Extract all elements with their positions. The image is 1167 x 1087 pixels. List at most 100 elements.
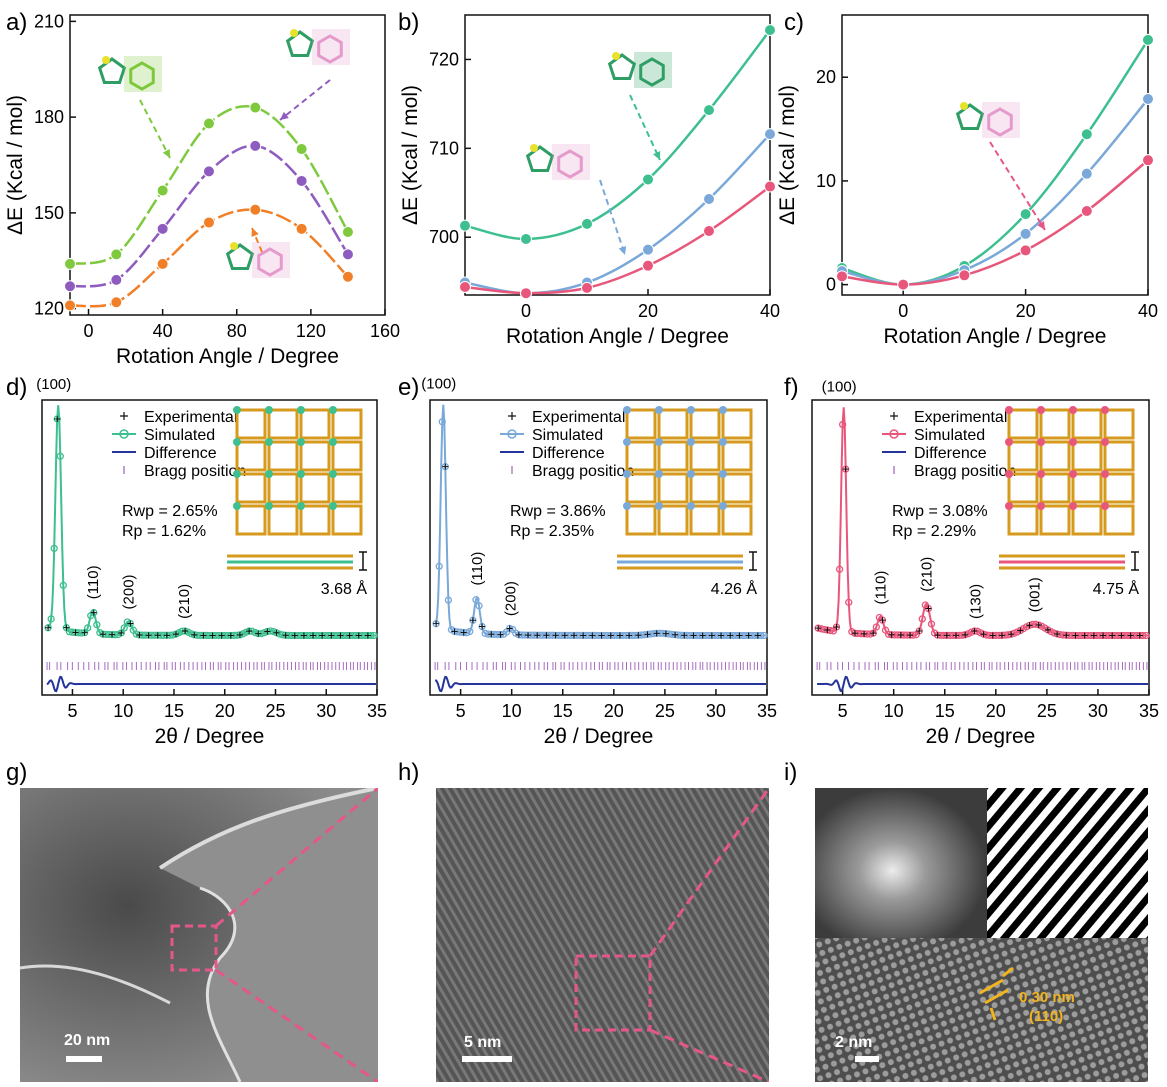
arrow-shaft [599, 179, 626, 256]
framework-node [1005, 470, 1013, 478]
legend-entry: Bragg position [914, 463, 1016, 480]
molecule-ring [607, 53, 637, 81]
arrow-shaft [629, 94, 661, 161]
framework-node [719, 502, 727, 510]
highlight-plane [312, 29, 350, 65]
highlight-plane [124, 56, 162, 92]
data-point [64, 299, 76, 312]
data-point [249, 203, 262, 216]
experimental-point [191, 631, 198, 638]
x-axis-label: 2θ / Degree [155, 725, 265, 748]
peak-label: (200) [120, 574, 137, 609]
framework-pore [1039, 472, 1071, 504]
data-point [642, 243, 654, 256]
data-point [836, 270, 848, 283]
simulated-marker [472, 596, 480, 604]
experimental-point [442, 463, 449, 470]
y-tick-label: 10 [816, 171, 836, 191]
experimental-point [1063, 632, 1070, 639]
x-tick-label: 0 [521, 301, 531, 321]
plot-frame [464, 14, 771, 296]
molecule-c1 [955, 102, 1020, 138]
experimental-point [925, 605, 932, 612]
legend-entry: Bragg position [532, 463, 634, 480]
experimental-point [346, 632, 353, 639]
data-point [642, 173, 654, 186]
x-tick-label: 30 [316, 701, 336, 721]
structure-inset [999, 406, 1139, 571]
data-point [703, 193, 715, 205]
experimental-point [319, 632, 326, 639]
simulated-marker [918, 615, 926, 623]
molecule-ring [317, 34, 343, 64]
experimental-point [182, 628, 189, 635]
x-tick-label: 5 [456, 701, 466, 721]
x-tick-label: 20 [638, 301, 658, 321]
experimental-point [173, 631, 179, 638]
simulated-marker [50, 544, 58, 553]
experimental-point [897, 632, 904, 639]
data-point [156, 222, 169, 235]
y-tick-label: 210 [34, 11, 64, 31]
experimental-point [264, 628, 271, 635]
x-tick-label: 0 [84, 321, 94, 341]
legend-entry: Simulated [144, 427, 215, 444]
highlight-plane [634, 52, 672, 88]
experimental-point [653, 630, 660, 637]
experimental-point [460, 629, 467, 636]
experimental-point [833, 623, 840, 630]
experimental-point [1136, 632, 1143, 639]
x-tick-label: 35 [757, 701, 777, 721]
framework-node [719, 470, 727, 478]
simulated-marker [835, 565, 844, 573]
experimental-point [45, 624, 52, 631]
legend-entry: Difference [144, 445, 217, 462]
simulated-marker [475, 602, 483, 610]
experimental-point [469, 617, 476, 624]
tem-image-h: 5 nm [436, 788, 769, 1082]
experimental-point [534, 632, 541, 639]
plot-frame [811, 399, 1150, 696]
framework-node [1069, 438, 1077, 446]
data-point [764, 24, 776, 37]
interlayer-bar [749, 551, 757, 571]
framework-pore [721, 472, 753, 504]
legend-entry: Bragg position [144, 463, 246, 480]
data-point [1142, 93, 1154, 105]
arrow-head [653, 151, 661, 160]
series-line-pink [464, 185, 771, 295]
simulated-marker [760, 631, 768, 640]
data-point [1080, 167, 1093, 180]
data-point [341, 226, 354, 239]
x-tick-label: 35 [1139, 701, 1159, 721]
experimental-point [616, 632, 623, 639]
framework-pore [331, 472, 363, 504]
framework-node [265, 438, 273, 446]
series-line-blue [464, 133, 771, 295]
data-point [295, 222, 308, 235]
experimental-point [163, 632, 170, 639]
x-tick-label: 40 [153, 321, 173, 341]
experimental-point [291, 632, 298, 639]
molecule-a2 [285, 29, 350, 65]
y-tick-label: 150 [34, 203, 64, 223]
simulated-marker [845, 598, 853, 606]
molecule-ring [525, 145, 555, 173]
experimental-point [525, 632, 532, 639]
data-point [703, 104, 715, 117]
experimental-point [273, 629, 280, 636]
panel-label-d: d) [6, 374, 27, 401]
framework-pore [1103, 472, 1135, 504]
experimental-point [497, 631, 504, 638]
experimental-point [989, 632, 996, 639]
x-tick-label: 5 [838, 701, 848, 721]
framework-pore [625, 504, 657, 536]
peak-label: (110) [469, 552, 486, 586]
molecule-ring [129, 61, 155, 91]
data-point [110, 248, 123, 261]
framework-node [297, 406, 305, 414]
arrow-a2 [279, 79, 331, 121]
x-axis-label: 2θ / Degree [926, 725, 1036, 748]
simulated-marker [56, 452, 64, 460]
framework-node [655, 438, 663, 446]
